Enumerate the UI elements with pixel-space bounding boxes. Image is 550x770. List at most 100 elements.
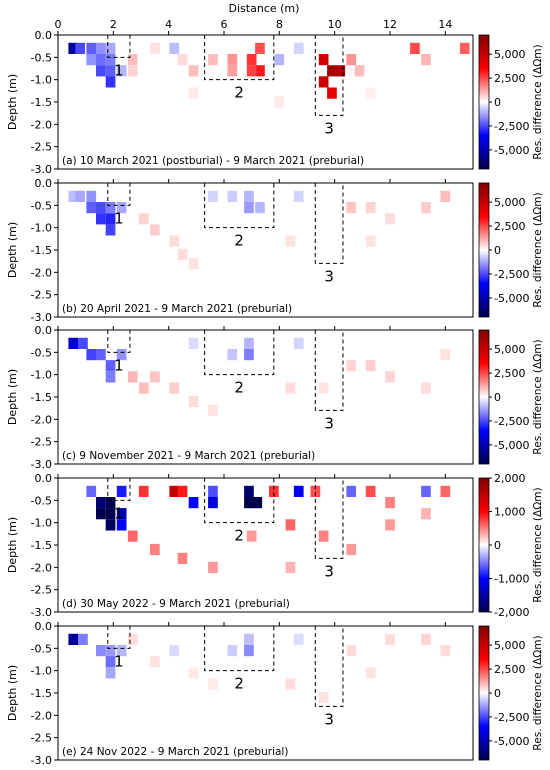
colorbar-tick-label: 0 xyxy=(494,539,501,552)
box-label-2: 2 xyxy=(234,379,244,397)
heatmap-cell xyxy=(86,485,97,497)
box-label-3: 3 xyxy=(324,267,334,285)
heatmap-cell xyxy=(255,42,265,54)
heatmap-cell xyxy=(86,42,97,54)
y-tick-label: -2.0 xyxy=(31,118,52,131)
heatmap-cell xyxy=(169,485,180,497)
y-tick-label: -3.0 xyxy=(31,163,52,176)
dashed-box-3 xyxy=(314,183,344,264)
colorbar-tick-label: -5,000 xyxy=(494,439,529,452)
heatmap-cell xyxy=(96,42,106,54)
heatmap-cell xyxy=(246,54,257,66)
heatmap-cell xyxy=(75,42,85,54)
heatmap-cell xyxy=(208,404,218,416)
heatmap-cell xyxy=(177,485,188,497)
heatmap-cell xyxy=(459,42,470,54)
heatmap-cell xyxy=(285,382,296,394)
dashed-box-2 xyxy=(204,478,275,524)
dashed-box-3 xyxy=(314,626,344,707)
plot-background xyxy=(58,478,473,612)
heatmap-cell xyxy=(274,54,285,66)
heatmap-cell xyxy=(421,485,431,497)
heatmap-cell xyxy=(440,485,451,497)
heatmap-cell xyxy=(127,54,138,66)
colorbar-gradient xyxy=(478,625,490,761)
heatmap-cell xyxy=(244,349,254,361)
heatmap-cell xyxy=(150,656,160,668)
colorbar-tick-label: -5,000 xyxy=(494,144,529,157)
heatmap-cell xyxy=(68,42,79,54)
heatmap-cell xyxy=(127,530,138,542)
plot-background xyxy=(58,330,473,464)
y-tick-label: -0.5 xyxy=(31,199,52,212)
x-ticks xyxy=(57,179,446,183)
colorbar-gradient xyxy=(478,329,490,465)
box-label-3: 3 xyxy=(324,710,334,728)
heatmap-cell xyxy=(105,202,116,214)
heatmap-cell xyxy=(208,54,218,66)
heatmap-cell xyxy=(208,678,218,690)
heatmap-cell xyxy=(421,508,431,520)
heatmap-cell xyxy=(440,349,451,361)
x-tick-label: 0 xyxy=(55,18,62,31)
y-tick-label: -1.5 xyxy=(31,687,52,700)
heatmap-cell xyxy=(96,497,106,509)
box-label-1: 1 xyxy=(114,652,124,670)
heatmap-cell xyxy=(188,87,199,99)
heatmap-cell xyxy=(188,257,199,269)
panel-caption: (a) 10 March 2021 (postburial) - 9 March… xyxy=(62,155,364,167)
colorbar-tick-label: 5,000 xyxy=(494,196,526,209)
heatmap-cell xyxy=(116,645,127,657)
heatmap-cell xyxy=(116,485,127,497)
y-tick-label: -1.0 xyxy=(31,517,52,530)
dashed-box-2 xyxy=(204,330,275,376)
heatmap-cell xyxy=(169,42,180,54)
heatmap-cell xyxy=(105,656,116,668)
heatmap-cell xyxy=(285,561,296,573)
x-ticks xyxy=(57,326,446,330)
colorbar-tick-label: 0 xyxy=(494,391,501,404)
heatmap-cell xyxy=(385,519,395,531)
box-label-1: 1 xyxy=(114,504,124,522)
box-label-2: 2 xyxy=(234,84,244,102)
y-tick-label: -1.0 xyxy=(31,222,52,235)
heatmap-cell xyxy=(318,76,329,88)
colorbar: 5,000 2,500 0 -2,500 -5,000 Res. difference (… xyxy=(478,34,544,170)
colorbar-tick-label: -2,500 xyxy=(494,415,529,428)
colorbar-tick-label: 2,500 xyxy=(494,367,526,380)
colorbar-gradient xyxy=(478,182,490,318)
heatmap-cell xyxy=(78,633,88,645)
colorbar-tick-label: 2,500 xyxy=(494,220,526,233)
colorbar-tick-label: 0 xyxy=(494,687,501,700)
panel-e: 1 2 3 0.0 -0.5 -1.0 -1.5 -2.0 -2.5 -3.0 Depth (m) (… xyxy=(6,620,544,767)
box-label-1: 1 xyxy=(114,209,124,227)
y-tick-label: -2.5 xyxy=(31,141,52,154)
y-tick-label: -1.5 xyxy=(31,391,52,404)
box-label-3: 3 xyxy=(324,119,334,137)
x-ticks xyxy=(57,622,446,626)
x-tick-label: 2 xyxy=(110,18,117,31)
box-label-2: 2 xyxy=(234,675,244,693)
colorbar-tick-label: 2,500 xyxy=(494,663,526,676)
box-label-1: 1 xyxy=(114,356,124,374)
heatmap-cell xyxy=(105,54,116,66)
heatmap-cell xyxy=(150,224,160,236)
heatmap-cell xyxy=(440,190,451,202)
panel-b: 1 2 3 0.0 -0.5 -1.0 -1.5 -2.0 -2.5 -3.0 Depth (m) (… xyxy=(6,177,544,324)
heatmap-cell xyxy=(116,519,127,531)
dashed-box-2 xyxy=(204,626,275,672)
heatmap-cell xyxy=(227,645,238,657)
heatmap-cell xyxy=(246,65,257,77)
colorbar-tick-label: 5,000 xyxy=(494,343,526,356)
heatmap-cell xyxy=(68,337,79,349)
heatmap-cell xyxy=(96,202,106,214)
y-tick-label: -3.0 xyxy=(31,311,52,324)
heatmap-cell xyxy=(105,645,116,657)
panel-c: 1 2 3 0.0 -0.5 -1.0 -1.5 -2.0 -2.5 -3.0 Depth (m) (… xyxy=(6,324,544,471)
y-tick-label: -2.0 xyxy=(31,709,52,722)
y-tick-label: 0.0 xyxy=(35,29,53,42)
y-ticks: 0.0 -0.5 -1.0 -1.5 -2.0 -2.5 -3.0 xyxy=(31,177,58,324)
colorbar-label: Res. difference (ΔΩm) xyxy=(532,44,544,159)
